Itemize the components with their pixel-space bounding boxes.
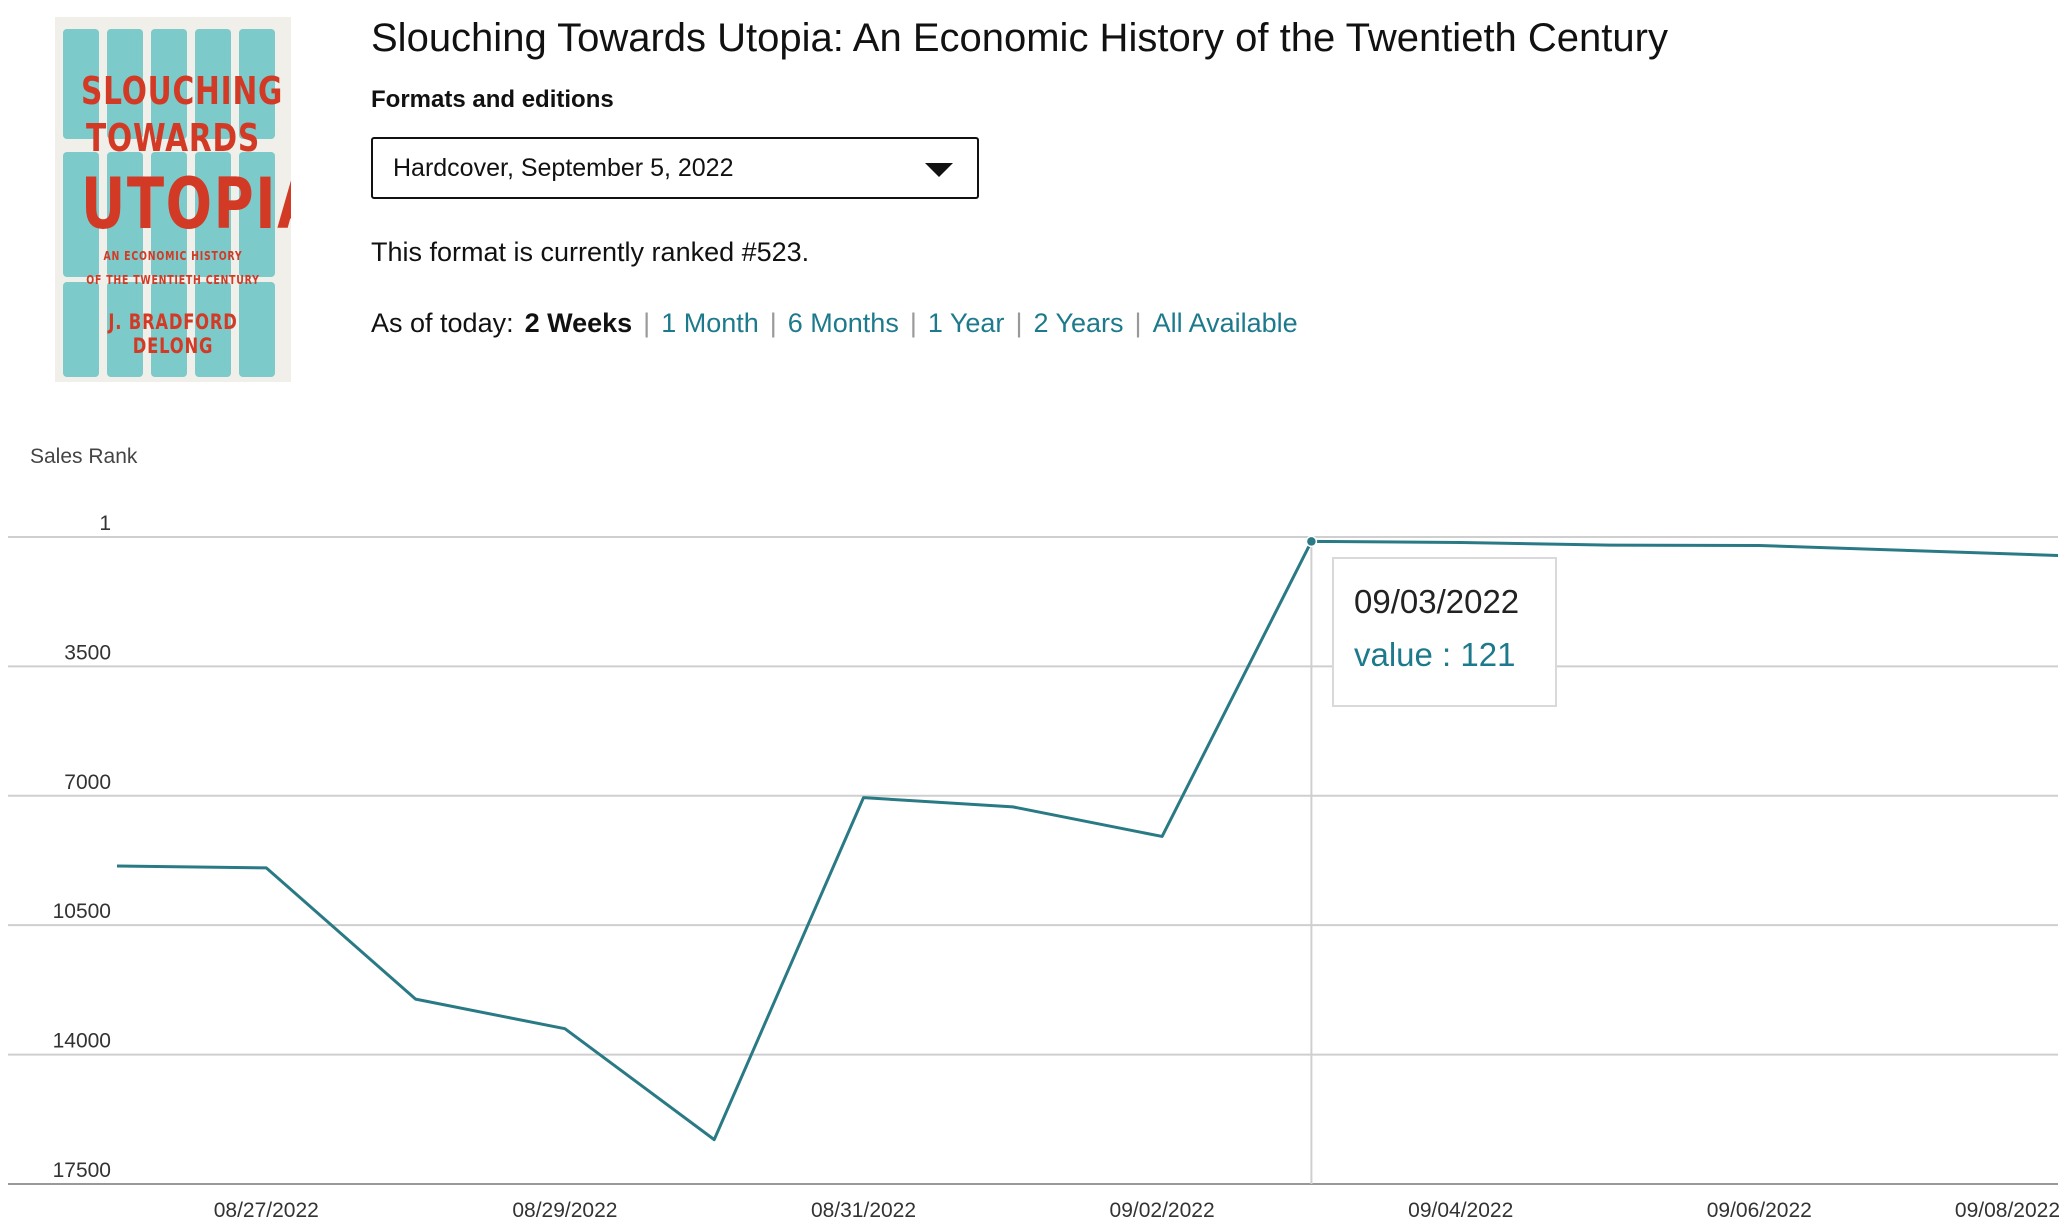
book-title: Slouching Towards Utopia: An Economic Hi… (371, 16, 1668, 60)
y-tick-label: 14000 (53, 1030, 111, 1053)
time-range-selector: As of today: 2 Weeks | 1 Month | 6 Month… (371, 308, 1298, 339)
cover-fridge-shape (151, 29, 187, 139)
cover-author: J. BRADFORD DELONG (108, 310, 238, 358)
x-tick-label: 09/08/2022 (1955, 1199, 2060, 1218)
cover-fridge-shape (151, 152, 187, 277)
time-range-prefix: As of today: (371, 308, 514, 338)
format-dropdown-value: Hardcover, September 5, 2022 (393, 154, 734, 182)
y-tick-label: 7000 (64, 771, 111, 794)
y-axis-label: Sales Rank (30, 445, 138, 468)
range-separator: | (643, 308, 651, 338)
cover-fridge-shape (107, 152, 143, 277)
caret-down-icon (925, 163, 953, 177)
range-1-month[interactable]: 1 Month (661, 308, 759, 338)
cover-fridge-shape (195, 152, 231, 277)
cover-title-line3: UTOPIA (80, 163, 291, 245)
sales-rank-line (116, 539, 2059, 1142)
chart-series (116, 535, 2059, 1142)
y-tick-label: 17500 (53, 1159, 111, 1182)
cover-fridge-shape (63, 282, 99, 377)
range-2-weeks[interactable]: 2 Weeks (524, 308, 633, 338)
cover-fridge-shape (195, 282, 231, 377)
range-separator: | (1015, 308, 1023, 338)
range-separator: | (909, 308, 917, 338)
highlight-point (1305, 535, 1318, 548)
cover-fridge-shape (63, 152, 99, 277)
range-separator: | (1134, 308, 1142, 338)
tooltip-value: value : 121 (1354, 636, 1516, 673)
range-1-year[interactable]: 1 Year (927, 308, 1005, 338)
x-tick-label: 09/04/2022 (1408, 1199, 1513, 1218)
cover-fridge-shape (107, 29, 143, 139)
x-tick-label: 08/31/2022 (811, 1199, 916, 1218)
cover-fridge-shape (239, 152, 275, 277)
cover-fridge-shape (151, 282, 187, 377)
cover-title-line2: TOWARDS (86, 116, 260, 160)
cover-fridge-shape (63, 29, 99, 139)
x-tick-label: 08/27/2022 (214, 1199, 319, 1218)
y-axis-ticks: 1 3500 7000 10500 14000 17500 (53, 512, 111, 1182)
cover-fridge-shape (195, 29, 231, 139)
y-tick-label: 3500 (64, 641, 111, 664)
x-tick-label: 08/29/2022 (512, 1199, 617, 1218)
x-axis-ticks: 08/27/2022 08/29/2022 08/31/2022 09/02/2022… (214, 1199, 2060, 1218)
range-all-available[interactable]: All Available (1152, 308, 1298, 338)
current-rank-text: This format is currently ranked #523. (371, 237, 810, 267)
y-tick-label: 10500 (53, 900, 111, 923)
book-cover-image[interactable]: SLOUCHING TOWARDS UTOPIA AN ECONOMIC HIS… (55, 17, 291, 382)
cover-fridge-shape (239, 282, 275, 377)
x-tick-label: 09/06/2022 (1707, 1199, 1812, 1218)
chart-tooltip: 09/03/2022 value : 121 (1332, 557, 1557, 707)
cover-title-line1: SLOUCHING (80, 69, 284, 113)
format-dropdown[interactable]: Hardcover, September 5, 2022 (371, 137, 979, 199)
y-tick-label: 1 (99, 512, 111, 535)
cover-fridge-shape (239, 29, 275, 139)
tooltip-date: 09/03/2022 (1354, 583, 1520, 620)
x-tick-label: 09/02/2022 (1110, 1199, 1215, 1218)
range-2-years[interactable]: 2 Years (1033, 308, 1124, 338)
cover-subtitle-line1: AN ECONOMIC HISTORY (103, 249, 243, 263)
range-6-months[interactable]: 6 Months (787, 308, 899, 338)
chart-grid (8, 536, 2058, 1185)
cover-subtitle-line2: OF THE TWENTIETH CENTURY (86, 273, 260, 287)
formats-label: Formats and editions (371, 86, 614, 113)
range-separator: | (769, 308, 777, 338)
cover-fridge-shape (107, 282, 143, 377)
